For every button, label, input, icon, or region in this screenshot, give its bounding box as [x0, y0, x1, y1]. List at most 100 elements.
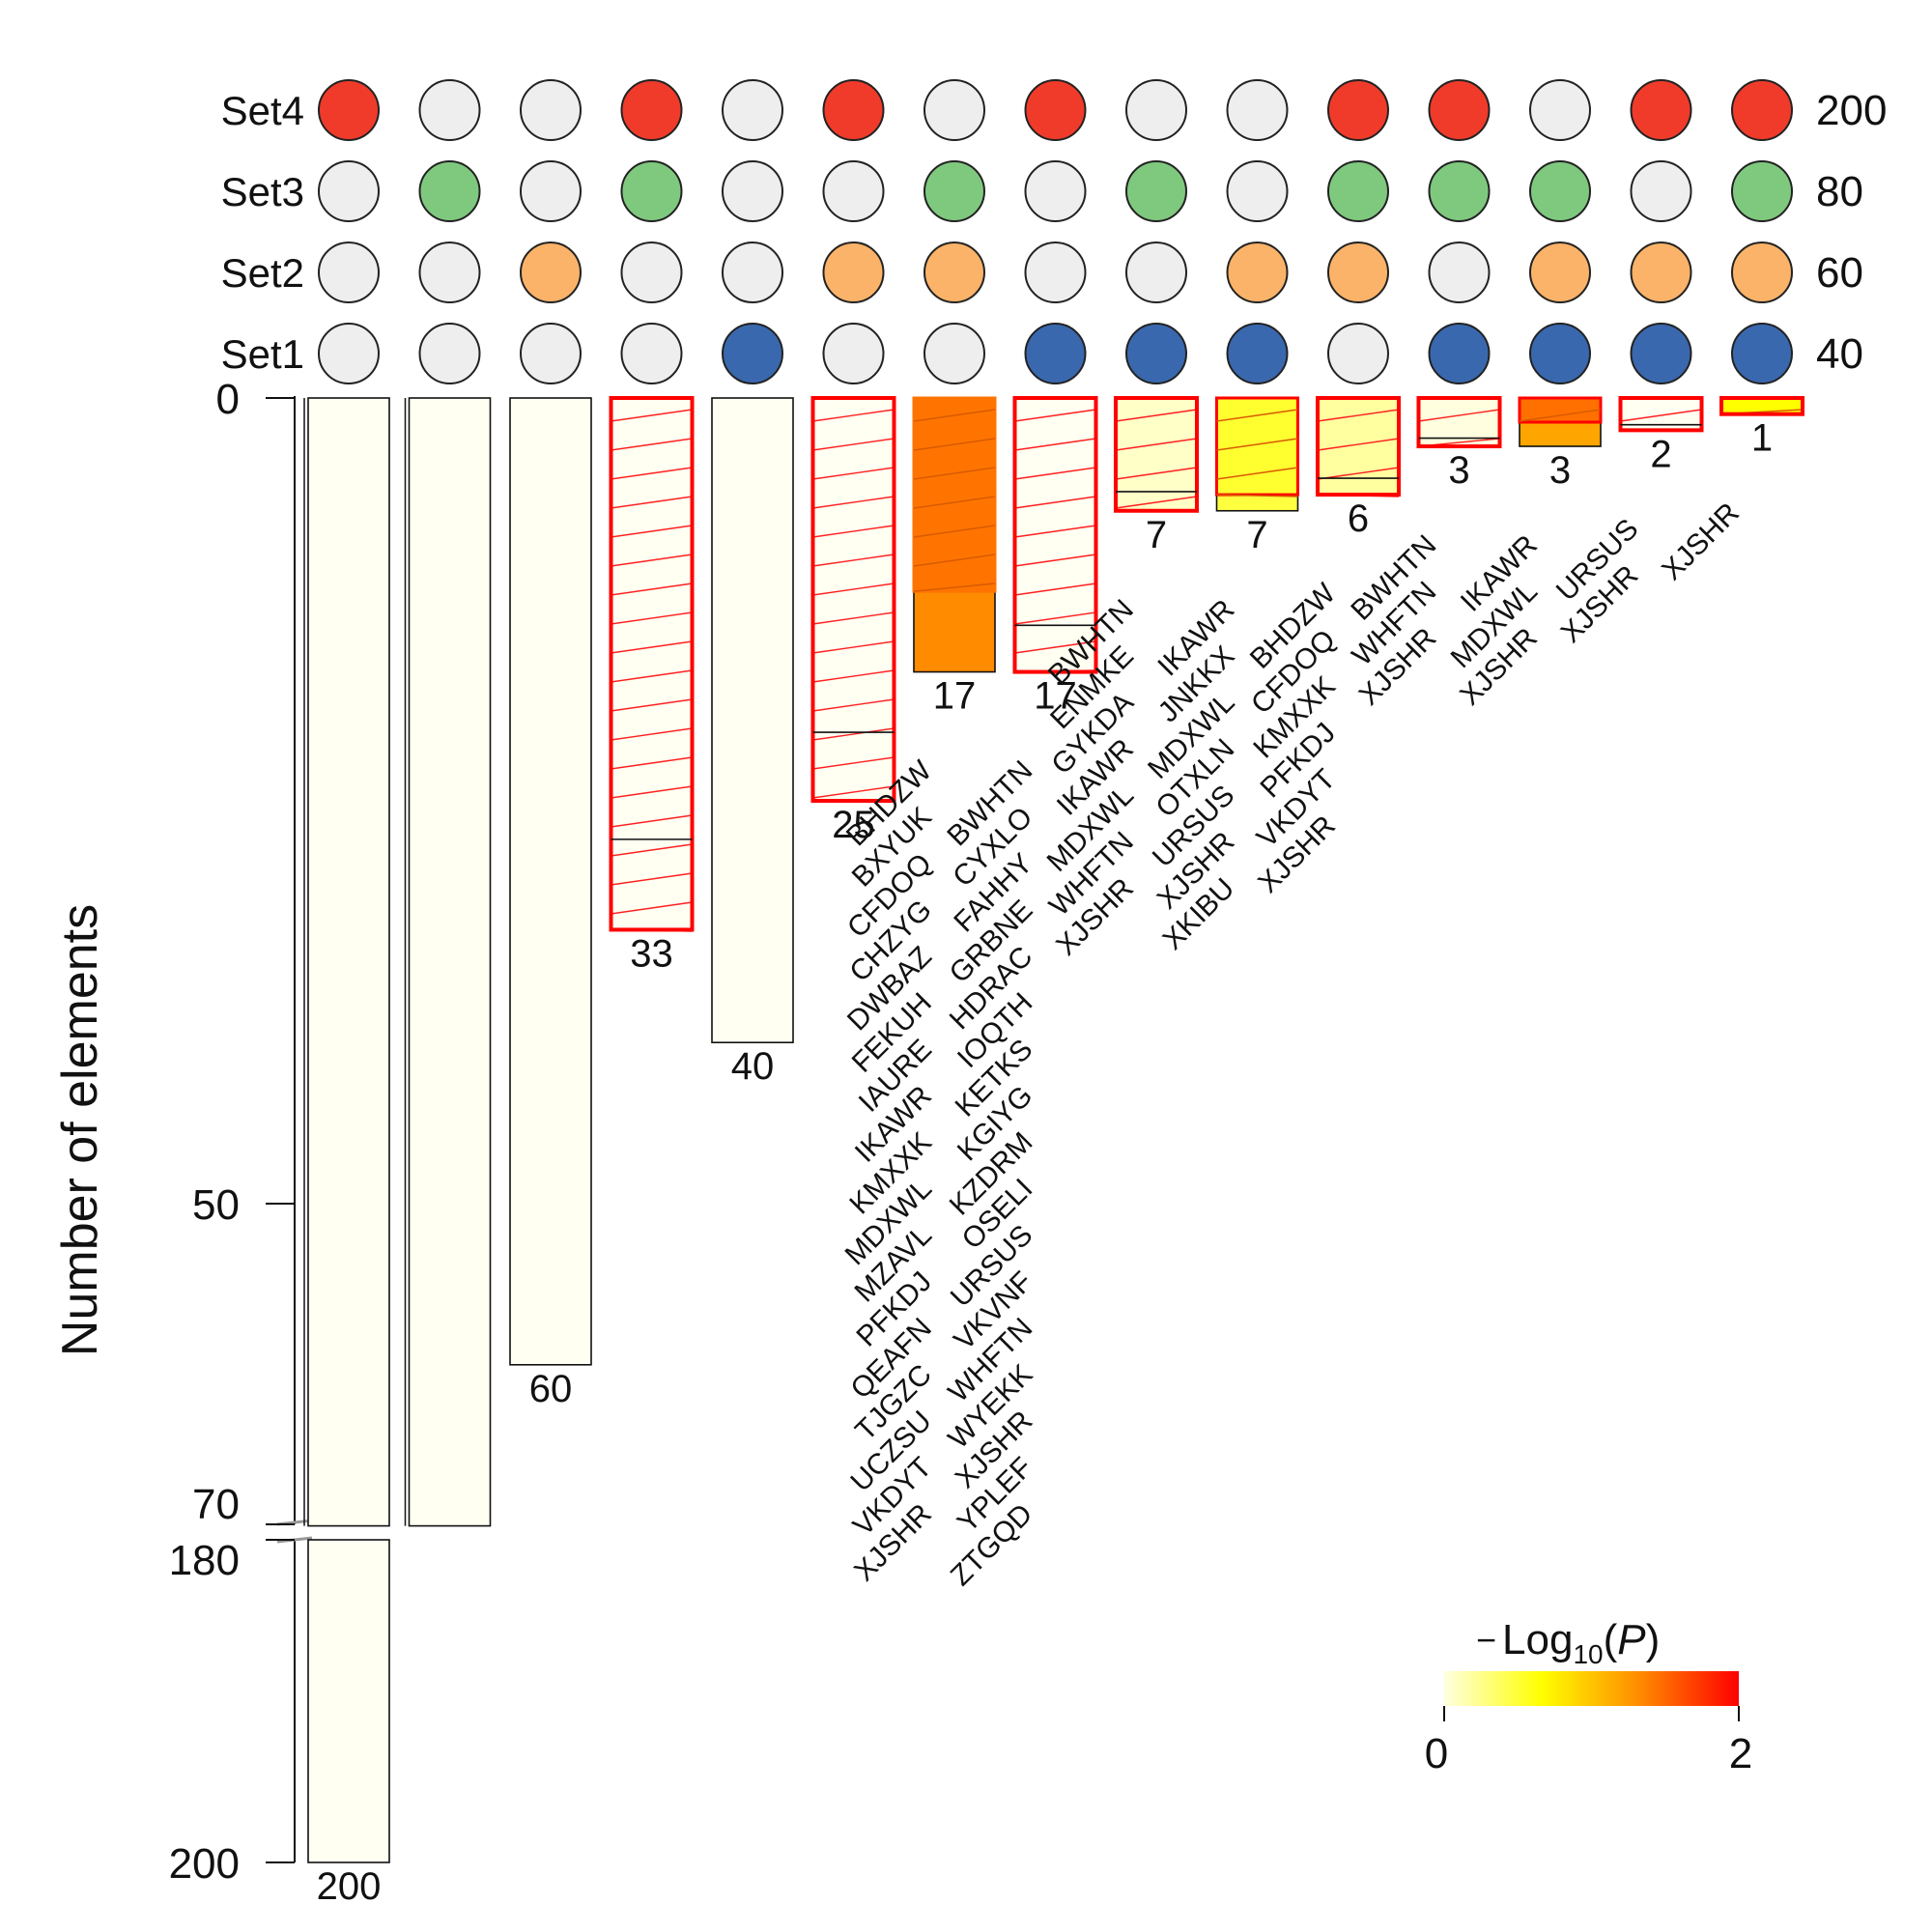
bar-label-11: 6 — [1348, 497, 1369, 540]
matrix-dot-set3-col-6 — [822, 160, 885, 222]
matrix-dot-set2-col-4 — [620, 242, 683, 303]
set-size-set2: 60 — [1816, 249, 1863, 297]
y-tick-label-180: 180 — [169, 1537, 240, 1584]
bar-4-stripe — [611, 640, 693, 654]
bar-6-stripe — [812, 467, 895, 480]
set-size-set1: 40 — [1816, 330, 1863, 378]
matrix-dot-set1-col-11 — [1327, 323, 1389, 384]
bar-4-stripe — [611, 727, 693, 741]
y-tick-label-70: 70 — [192, 1481, 240, 1528]
bar-group-12: 3 — [1416, 396, 1502, 492]
bar-label-8: 17 — [1034, 675, 1077, 718]
bar-7-stripe — [913, 438, 996, 451]
matrix-dot-set4-col-14 — [1630, 79, 1692, 141]
bar-10-stripe — [1216, 409, 1298, 422]
bar-6-stripe — [812, 698, 895, 712]
bar-7-stripe — [913, 582, 996, 592]
legend: − Log10(P) 0 2 — [1425, 1616, 1752, 1777]
bar-9-stripe — [1115, 438, 1198, 451]
legend-title-log: Log — [1502, 1616, 1573, 1663]
bar-11-stripe — [1317, 409, 1400, 422]
matrix-dot-set1-col-3 — [520, 323, 582, 384]
y-tick-label-0: 0 — [216, 376, 240, 423]
bar-4-stripe — [611, 582, 693, 596]
legend-title-prefix: − — [1476, 1620, 1496, 1660]
bar-4-stripe — [611, 554, 693, 567]
bar-label-3: 60 — [529, 1368, 573, 1410]
bar-4-stripe — [611, 843, 693, 857]
bar-4-stripe — [611, 438, 693, 451]
matrix-dot-set1-col-8 — [1024, 323, 1087, 384]
bar-group-5: 40 — [711, 397, 794, 1088]
legend-title-var: P — [1617, 1616, 1646, 1663]
bar-4-stripe — [611, 669, 693, 683]
bar-8-stripe — [1014, 525, 1096, 538]
bar-10-stripe — [1216, 438, 1298, 451]
bar-6-stripe — [812, 756, 895, 770]
matrix-dot-set3-col-7 — [923, 160, 985, 222]
bar-1-upper — [307, 1539, 390, 1863]
matrix-dot-set3-col-3 — [520, 160, 582, 222]
legend-title-sub: 10 — [1573, 1639, 1603, 1669]
bar-group-3: 60 — [509, 397, 592, 1410]
bar-group-14: 2 — [1618, 396, 1704, 475]
matrix-dot-set1-col-9 — [1125, 323, 1187, 384]
matrix-dot-set2-col-10 — [1226, 242, 1289, 303]
bar-7-stripe — [913, 409, 996, 422]
matrix-dot-set4-col-8 — [1024, 79, 1087, 141]
bar-10-observed — [1215, 396, 1299, 497]
bar-6-stripe — [812, 496, 895, 509]
bar-group-15: 1 — [1719, 396, 1804, 460]
bar-8-highlight — [1012, 396, 1098, 674]
bar-label-9: 7 — [1146, 514, 1167, 556]
bar-group-9: 7 — [1114, 396, 1199, 556]
matrix-dot-set4-col-5 — [722, 79, 783, 141]
bar-4-stripe — [611, 611, 693, 625]
bar-4-highlight — [609, 396, 695, 932]
bar-15-highlight — [1719, 396, 1804, 416]
bar-group-4: 33 — [609, 396, 695, 975]
bar-13-stripe — [1519, 409, 1602, 422]
bar-6-stripe — [812, 611, 895, 625]
matrix-dot-set2-col-15 — [1731, 242, 1793, 303]
matrix-dot-set2-col-5 — [722, 242, 783, 303]
set-size-set4: 200 — [1816, 87, 1887, 134]
legend-max-label: 2 — [1729, 1730, 1752, 1777]
bar-group-1: 200 — [303, 397, 390, 1908]
matrix-dot-set1-col-1 — [318, 323, 380, 384]
bar-4-stripe — [611, 409, 693, 422]
bar-1-lower — [307, 397, 390, 1527]
bar-11-stripe — [1317, 438, 1400, 451]
bar-group-11: 6 — [1316, 396, 1401, 540]
bar-7-stripe — [913, 554, 996, 567]
bar-label-7: 17 — [933, 675, 977, 718]
set-size-set3: 80 — [1816, 168, 1863, 215]
matrix-dot-set1-col-7 — [923, 323, 985, 384]
bar-6 — [811, 397, 895, 802]
bar-6-stripe — [812, 554, 895, 567]
bar-label-10: 7 — [1246, 514, 1267, 556]
matrix-dot-set3-col-10 — [1226, 160, 1289, 222]
bar-11-highlight — [1316, 396, 1401, 497]
y-tick-label-50: 50 — [192, 1181, 240, 1229]
bar-12-stripe — [1418, 409, 1500, 422]
matrix-dot-set4-col-13 — [1529, 79, 1591, 141]
bar-8-stripe — [1014, 409, 1096, 422]
matrix-dot-set1-col-14 — [1630, 323, 1692, 384]
bar-8-stripe — [1014, 640, 1096, 654]
matrix-dot-set4-col-1 — [318, 79, 380, 141]
bar-6-stripe — [812, 582, 895, 596]
bar-group-13: 3 — [1518, 396, 1603, 492]
bar-4-stripe — [611, 785, 693, 799]
matrix-dot-set1-col-13 — [1529, 323, 1591, 384]
set-label-set2: Set2 — [221, 250, 304, 296]
matrix-dot-set3-col-14 — [1630, 160, 1692, 222]
matrix-dot-set2-col-6 — [822, 242, 885, 303]
set-sizes: 200 80 60 40 — [1816, 87, 1887, 378]
matrix-dot-set4-col-12 — [1428, 79, 1491, 141]
bar-4-stripe — [611, 525, 693, 538]
matrix-dot-set2-col-14 — [1630, 242, 1692, 303]
matrix-dot-set2-col-7 — [923, 242, 985, 303]
matrix-dot-set3-col-11 — [1327, 160, 1389, 222]
